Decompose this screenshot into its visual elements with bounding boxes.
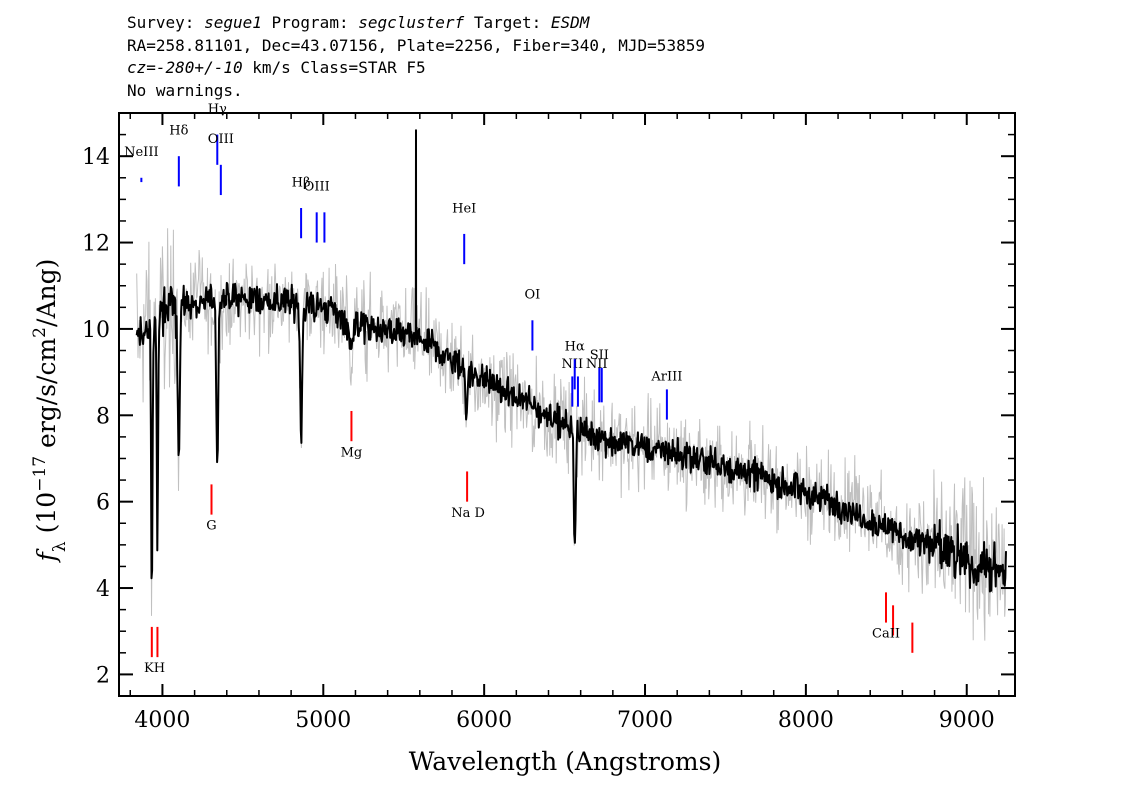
y-tick-label: 8	[96, 404, 110, 429]
absorption-line-label: Mg	[341, 445, 363, 460]
target-label: Target:	[473, 13, 542, 32]
x-tick-label: 4000	[134, 708, 190, 733]
absorption-line-label: KH	[144, 661, 165, 676]
error-band-line	[136, 228, 1007, 641]
x-tick-label: 9000	[939, 708, 995, 733]
header-line-2: RA=258.81101, Dec=43.07156, Plate=2256, …	[127, 35, 705, 55]
emission-line-label: Hβ	[292, 175, 311, 190]
emission-line-label: NII	[586, 357, 608, 372]
emission-line-label: ArIII	[650, 370, 682, 385]
emission-line-label: NII	[561, 357, 583, 372]
header-line-3: cz=-280+/-10 km/s Class=STAR F5	[127, 57, 705, 80]
emission-line-label: OIII	[208, 132, 234, 147]
emission-line-label: Hδ	[169, 124, 188, 139]
y-tick-label: 10	[82, 318, 110, 343]
y-tick-label: 2	[96, 663, 110, 688]
emission-line-label: Hγ	[208, 102, 227, 117]
emission-line-label: SII	[590, 348, 609, 363]
emission-line-label: OIII	[304, 180, 330, 195]
spectrum-header: Survey: segue1 Program: segclusterf Targ…	[127, 12, 705, 102]
header-line-1: Survey: segue1 Program: segclusterf Targ…	[127, 12, 705, 35]
y-tick-label: 4	[96, 577, 110, 602]
header-line-4: No warnings.	[127, 80, 243, 100]
absorption-line-label: CaII	[872, 627, 900, 642]
emission-line-label: HeI	[452, 201, 476, 216]
emission-line-label: NeIII	[124, 145, 158, 160]
emission-line-label: OI	[525, 288, 541, 303]
x-axis-title: Wavelength (Angstroms)	[409, 747, 721, 776]
cz-value: cz=-280+/-10	[127, 58, 243, 77]
y-tick-label: 14	[82, 145, 110, 170]
error-band	[136, 228, 1007, 641]
survey-value: segue1	[204, 13, 262, 32]
survey-label: Survey:	[127, 13, 195, 32]
x-tick-label: 7000	[617, 708, 673, 733]
absorption-line-label: Na D	[451, 506, 485, 521]
absorption-line-label: G	[206, 519, 216, 534]
y-tick-label: 12	[82, 232, 110, 257]
plot-frame	[118, 112, 1016, 697]
program-label: Program:	[271, 13, 349, 32]
y-axis-title: fλ (10−17 erg/s/cm2/Ang)	[30, 259, 70, 564]
x-tick-label: 5000	[295, 708, 351, 733]
target-value: ESDM	[550, 13, 590, 32]
emission-line-label: Hα	[565, 340, 585, 355]
y-tick-label: 6	[96, 491, 110, 516]
x-tick-label: 8000	[778, 708, 834, 733]
flux-series	[135, 129, 1007, 593]
class-text: km/s Class=STAR F5	[242, 58, 426, 77]
x-tick-label: 6000	[456, 708, 512, 733]
axes: 4000 5000 6000 7000 8000 9000 2 4 6 8 10 12 14 Wavele…	[30, 112, 1016, 776]
program-value: segclusterf	[358, 13, 465, 32]
flux-line	[135, 129, 1007, 593]
